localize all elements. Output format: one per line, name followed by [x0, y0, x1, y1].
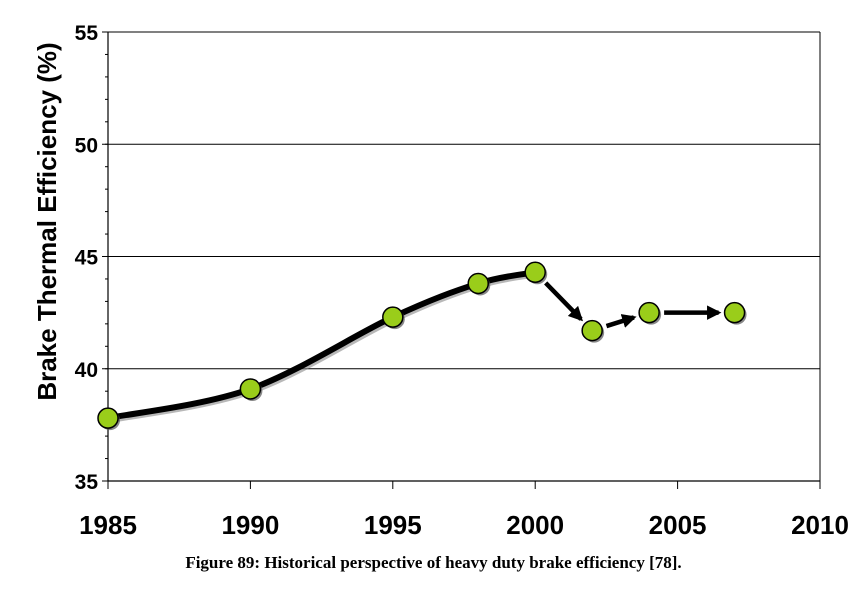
x-tick-label: 1995	[364, 510, 422, 540]
data-point	[239, 378, 262, 400]
trend-arrow	[544, 281, 583, 322]
y-tick-label: 50	[75, 134, 98, 157]
x-tick-label: 1985	[79, 510, 137, 540]
data-point	[382, 306, 404, 328]
x-tick-labels: 1985 1990 1995 2000 2005 2010	[79, 510, 849, 540]
y-axis-label: Brake Thermal Efficiency (%)	[32, 42, 62, 400]
data-point	[97, 407, 119, 429]
data-point	[638, 301, 660, 324]
data-point	[581, 319, 603, 342]
series-lines	[105, 269, 722, 424]
series-curve-shadow	[107, 271, 541, 424]
figure-caption: Figure 89: Historical perspective of hea…	[185, 553, 682, 572]
y-tick-label: 35	[75, 471, 99, 494]
x-tick-label: 2005	[649, 510, 707, 540]
x-tick-label: 2010	[791, 510, 849, 540]
data-point	[723, 301, 746, 324]
trend-arrow	[605, 314, 637, 329]
axes	[102, 31, 821, 489]
y-tick-label: 45	[75, 247, 99, 270]
x-tick-label: 1990	[221, 510, 279, 540]
series-curve	[105, 269, 539, 422]
data-markers	[97, 261, 747, 431]
x-tick-label: 2000	[506, 510, 564, 540]
data-point	[467, 272, 489, 295]
y-tick-label: 55	[75, 22, 99, 45]
y-tick-label: 40	[75, 359, 98, 382]
data-point	[524, 261, 546, 283]
gridlines	[108, 31, 820, 370]
y-tick-labels: 35 40 45 50 55	[75, 22, 99, 494]
